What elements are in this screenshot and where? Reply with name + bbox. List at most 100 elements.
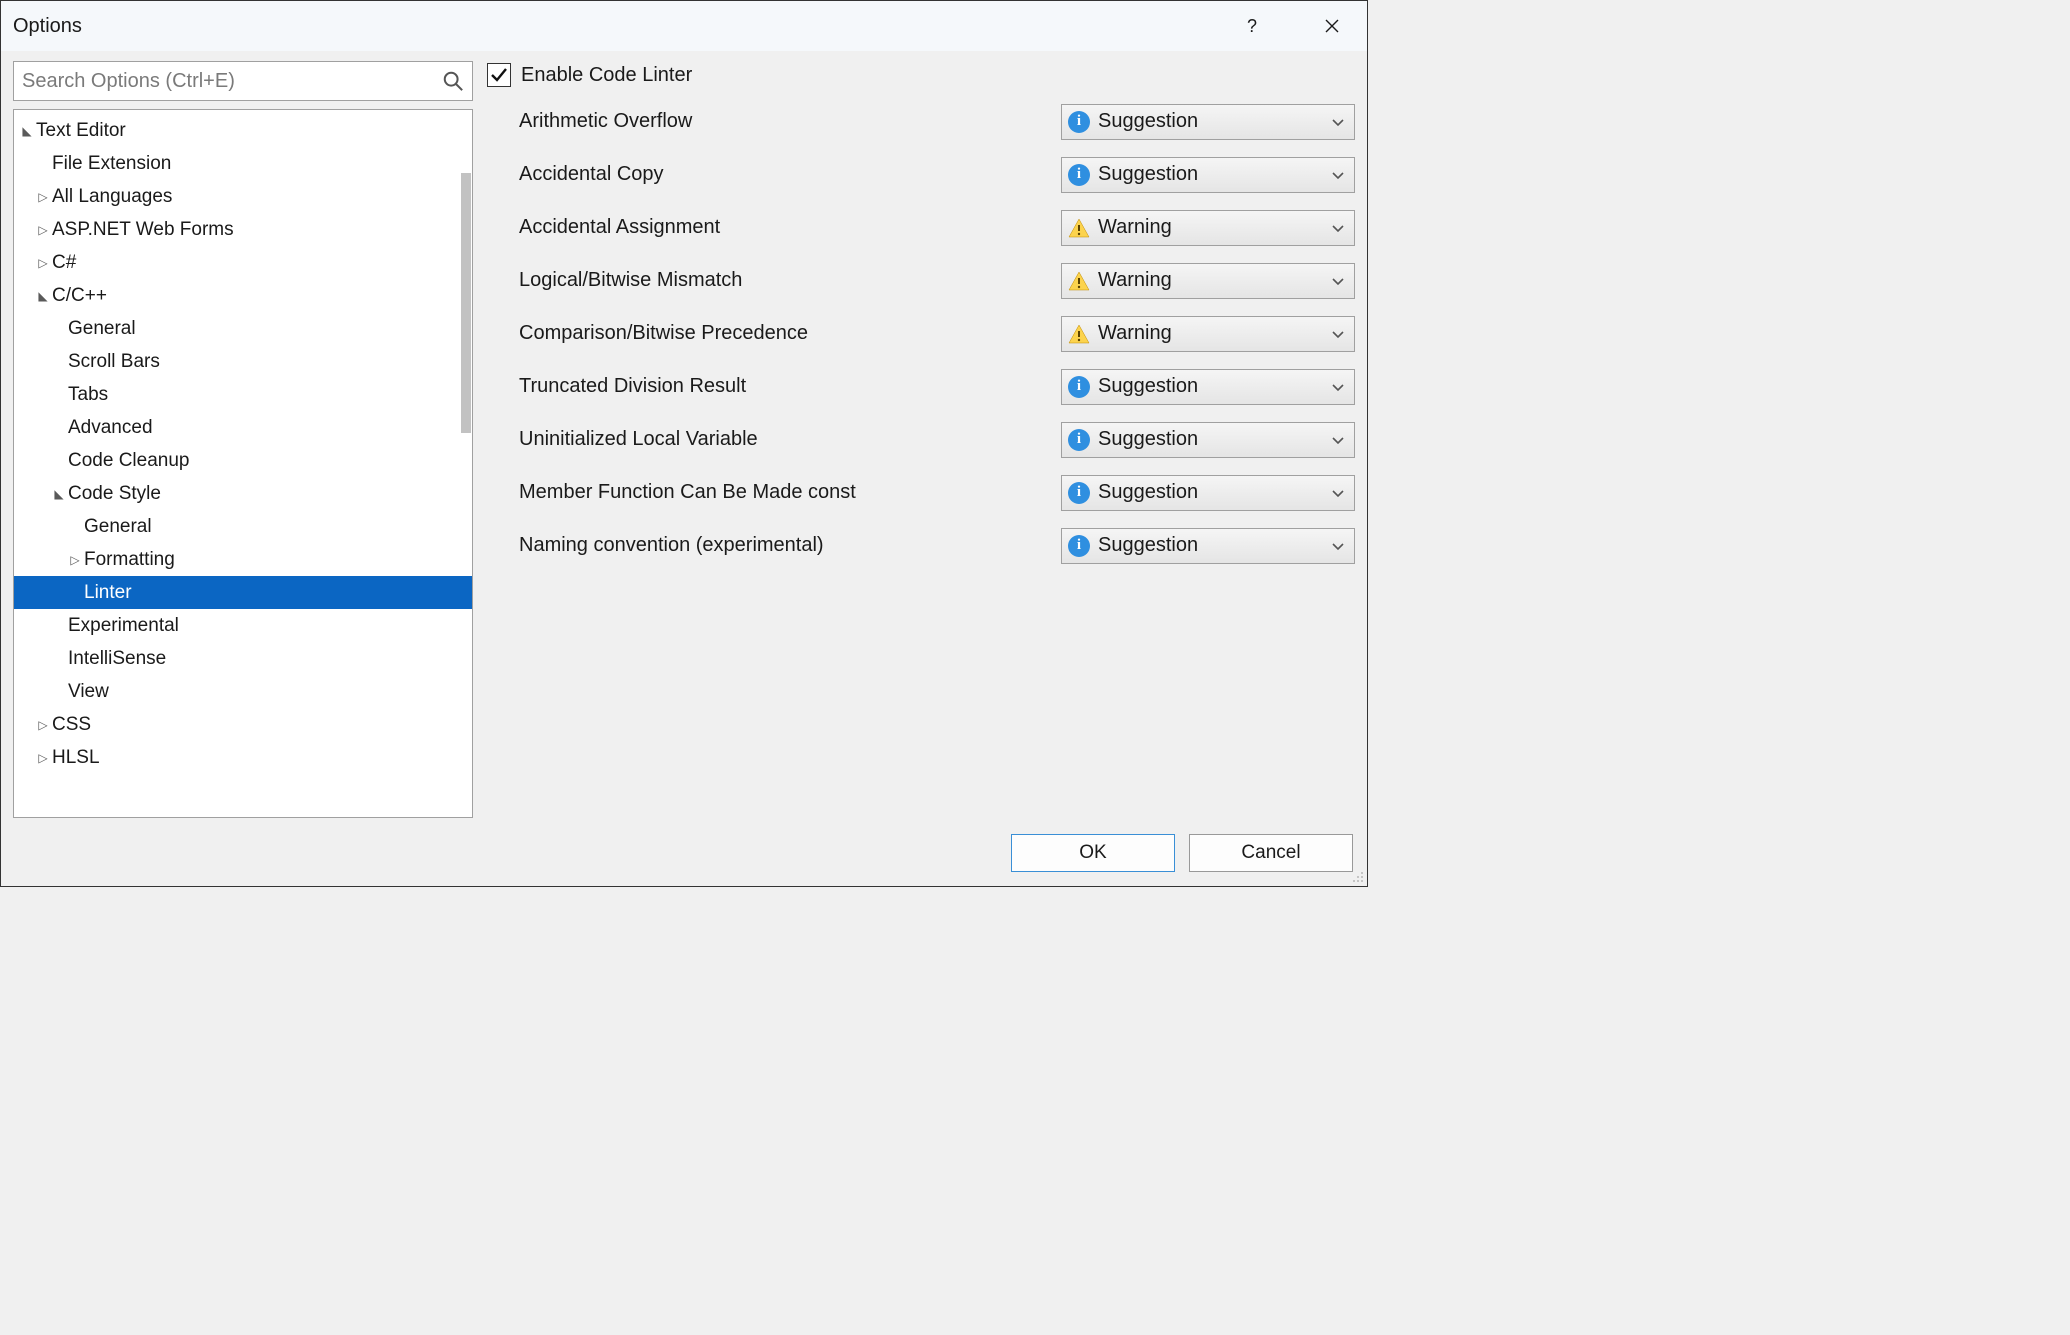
collapse-icon[interactable]: ◢ — [20, 124, 34, 138]
tree-item-label: Tabs — [68, 384, 108, 406]
search-box[interactable] — [13, 61, 473, 101]
linter-severity-select[interactable]: iSuggestion — [1061, 104, 1355, 140]
help-button[interactable]: ? — [1229, 6, 1275, 46]
tree-item[interactable]: ◢C/C++ — [14, 279, 472, 312]
close-button[interactable] — [1309, 6, 1355, 46]
tree-scrollbar-thumb[interactable] — [461, 173, 471, 433]
linter-rule-label: Accidental Copy — [519, 163, 1061, 186]
expand-icon[interactable]: ▷ — [36, 751, 50, 765]
tree-item-label: View — [68, 681, 109, 703]
tree-item[interactable]: ◢Text Editor — [14, 114, 472, 147]
dialog-button-row: OK Cancel — [1, 826, 1367, 886]
tree-item[interactable]: ▷ASP.NET Web Forms — [14, 213, 472, 246]
tree-item[interactable]: General — [14, 510, 472, 543]
linter-settings-list: Arithmetic OverflowiSuggestionAccidental… — [487, 95, 1355, 572]
linter-severity-select[interactable]: iSuggestion — [1061, 475, 1355, 511]
linter-rule-row: Uninitialized Local Variable i Suggestion — [519, 413, 1355, 466]
tree-item[interactable]: Tabs — [14, 378, 472, 411]
tree-item-label: General — [84, 516, 152, 538]
tree-item[interactable]: Code Cleanup — [14, 444, 472, 477]
warning-icon — [1068, 323, 1090, 345]
tree-item[interactable]: ▷CSS — [14, 708, 472, 741]
resize-grip-icon[interactable] — [1350, 869, 1364, 883]
linter-rule-label: Uninitialized Local Variable — [519, 428, 1061, 451]
tree-item-label: Formatting — [84, 549, 175, 571]
linter-severity-select[interactable]: Warning — [1061, 316, 1355, 352]
search-input[interactable] — [22, 70, 442, 93]
linter-rule-row: Comparison/Bitwise PrecedenceWarning — [519, 307, 1355, 360]
enable-linter-checkbox[interactable] — [487, 63, 511, 87]
tree-item[interactable]: IntelliSense — [14, 642, 472, 675]
chevron-down-icon — [1332, 323, 1346, 345]
linter-severity-value: Suggestion — [1098, 428, 1324, 451]
tree-item-label: Scroll Bars — [68, 351, 160, 373]
linter-severity-select[interactable]: iSuggestion — [1061, 157, 1355, 193]
tree-item[interactable]: Scroll Bars — [14, 345, 472, 378]
options-dialog: Options ? ◢Text EditorFile Extension▷All… — [0, 0, 1368, 887]
checkmark-icon — [490, 66, 508, 84]
right-column: Enable Code Linter Arithmetic OverflowiS… — [487, 61, 1355, 818]
linter-rule-row: Arithmetic OverflowiSuggestion — [519, 95, 1355, 148]
collapse-icon[interactable]: ◢ — [52, 487, 66, 501]
tree-item-label: IntelliSense — [68, 648, 166, 670]
linter-severity-value: Warning — [1098, 269, 1324, 292]
tree-item[interactable]: View — [14, 675, 472, 708]
collapse-icon[interactable]: ◢ — [36, 289, 50, 303]
linter-rule-row: Naming convention (experimental)iSuggest… — [519, 519, 1355, 572]
linter-rule-label: Naming convention (experimental) — [519, 534, 1061, 557]
expand-icon[interactable]: ▷ — [36, 223, 50, 237]
linter-rule-row: Member Function Can Be Made constiSugges… — [519, 466, 1355, 519]
tree-item[interactable]: ▷HLSL — [14, 741, 472, 774]
linter-severity-select[interactable]: Warning — [1061, 210, 1355, 246]
ok-button[interactable]: OK — [1011, 834, 1175, 872]
chevron-down-icon — [1332, 217, 1346, 239]
tree-item[interactable]: ▷C# — [14, 246, 472, 279]
linter-severity-select[interactable]: iSuggestion — [1061, 369, 1355, 405]
tree-item-label: CSS — [52, 714, 91, 736]
linter-severity-select[interactable]: Warning — [1061, 263, 1355, 299]
tree-item-label: HLSL — [52, 747, 100, 769]
options-tree-container: ◢Text EditorFile Extension▷All Languages… — [13, 109, 473, 818]
tree-item[interactable]: ◢Code Style — [14, 477, 472, 510]
tree-item-label: File Extension — [52, 153, 171, 175]
tree-item[interactable]: ▷Formatting — [14, 543, 472, 576]
linter-rule-label: Arithmetic Overflow — [519, 110, 1061, 133]
linter-rule-label: Logical/Bitwise Mismatch — [519, 269, 1061, 292]
expand-icon[interactable]: ▷ — [36, 190, 50, 204]
expand-icon[interactable]: ▷ — [36, 256, 50, 270]
tree-item[interactable]: General — [14, 312, 472, 345]
search-icon — [442, 70, 464, 92]
info-icon: i — [1068, 429, 1090, 451]
close-icon — [1324, 18, 1340, 34]
tree-item-label: ASP.NET Web Forms — [52, 219, 234, 241]
tree-item[interactable]: ▷All Languages — [14, 180, 472, 213]
options-tree[interactable]: ◢Text EditorFile Extension▷All Languages… — [14, 110, 472, 774]
tree-item[interactable]: Linter — [14, 576, 472, 609]
chevron-down-icon — [1332, 270, 1346, 292]
linter-rule-label: Member Function Can Be Made const — [519, 481, 1061, 504]
linter-severity-value: Warning — [1098, 322, 1324, 345]
tree-item-label: All Languages — [52, 186, 172, 208]
tree-item[interactable]: Experimental — [14, 609, 472, 642]
linter-severity-select[interactable]: iSuggestion — [1061, 528, 1355, 564]
tree-item[interactable]: File Extension — [14, 147, 472, 180]
linter-severity-value: Suggestion — [1098, 534, 1324, 557]
linter-severity-value: Suggestion — [1098, 110, 1324, 133]
dialog-content: ◢Text EditorFile Extension▷All Languages… — [1, 51, 1367, 826]
enable-linter-label: Enable Code Linter — [521, 64, 692, 87]
linter-rule-row: Accidental CopyiSuggestion — [519, 148, 1355, 201]
linter-rule-label: Accidental Assignment — [519, 216, 1061, 239]
chevron-down-icon — [1332, 429, 1346, 451]
expand-icon[interactable]: ▷ — [36, 718, 50, 732]
tree-item-label: Experimental — [68, 615, 179, 637]
tree-item[interactable]: Advanced — [14, 411, 472, 444]
linter-severity-value: Suggestion — [1098, 163, 1324, 186]
tree-item-label: C/C++ — [52, 285, 107, 307]
tree-item-label: Code Style — [68, 483, 161, 505]
chevron-down-icon — [1332, 482, 1346, 504]
linter-rule-label: Truncated Division Result — [519, 375, 1061, 398]
cancel-button[interactable]: Cancel — [1189, 834, 1353, 872]
tree-item-label: General — [68, 318, 136, 340]
linter-severity-select[interactable]: i Suggestion — [1061, 422, 1355, 458]
expand-icon[interactable]: ▷ — [68, 553, 82, 567]
